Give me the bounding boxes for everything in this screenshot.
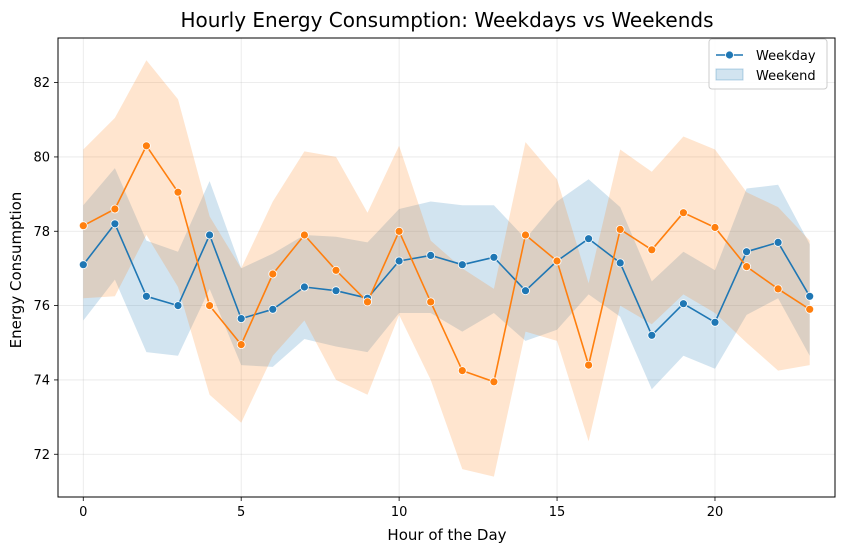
y-tick-label-72: 72: [33, 448, 50, 463]
x-tick-label-20: 20: [707, 505, 724, 520]
weekday-point-16: [584, 234, 593, 244]
weekend-point-11: [426, 297, 436, 307]
weekday-point-17: [615, 258, 625, 268]
series-points: [78, 141, 815, 387]
legend-weekday-marker: [725, 50, 734, 60]
weekday-point-21: [742, 247, 751, 257]
weekend-point-15: [552, 256, 562, 266]
weekend-point-22: [773, 284, 783, 294]
weekend-point-19: [679, 208, 688, 218]
weekend-point-18: [647, 245, 657, 255]
weekend-point-3: [173, 187, 183, 197]
weekday-point-0: [78, 260, 88, 270]
weekend-point-16: [584, 360, 593, 370]
y-axis-label: Energy Consumption: [7, 192, 25, 349]
y-tick-label-76: 76: [33, 299, 50, 314]
weekend-point-1: [110, 204, 120, 214]
plot-frame: [57, 37, 836, 498]
y-tick-label-82: 82: [33, 76, 50, 91]
weekday-point-4: [205, 230, 215, 240]
weekday-point-11: [426, 250, 436, 260]
grid: [58, 38, 835, 497]
chart-title: Hourly Energy Consumption: Weekdays vs W…: [180, 8, 713, 32]
weekend-point-8: [331, 265, 341, 275]
x-tick-label-0: 0: [79, 505, 87, 520]
legend-weekend-label: Weekend: [756, 69, 816, 84]
weekend-point-13: [489, 377, 499, 387]
legend-weekend-swatch: [715, 68, 744, 81]
weekday-point-7: [299, 282, 309, 292]
weekday-point-2: [141, 291, 151, 301]
weekday-line: [82, 223, 811, 337]
legend-box: [708, 38, 828, 90]
y-tick-label-80: 80: [33, 150, 50, 165]
y-tick-label-78: 78: [33, 225, 50, 240]
weekday-point-1: [110, 219, 120, 229]
weekday-point-22: [773, 237, 783, 247]
weekend-point-20: [710, 223, 720, 232]
weekday-confidence-band: [83, 168, 810, 390]
weekday-point-8: [331, 286, 341, 296]
weekend-point-5: [236, 340, 246, 350]
weekend-point-2: [141, 141, 151, 151]
weekend-point-17: [615, 224, 625, 234]
weekend-point-12: [457, 366, 467, 376]
series-lines: [82, 145, 811, 383]
weekend-point-7: [299, 230, 309, 240]
weekend-point-23: [805, 304, 815, 314]
weekday-point-19: [679, 299, 688, 309]
weekend-confidence-band: [83, 60, 810, 477]
weekend-point-9: [363, 297, 372, 307]
y-tick-label-74: 74: [33, 373, 50, 388]
weekday-point-5: [236, 314, 246, 324]
axis-ticks: 0 5 10 15 20 72 74 76 78 80 82: [33, 76, 723, 520]
confidence-bands: [83, 60, 810, 477]
weekend-point-4: [205, 301, 215, 311]
weekday-point-14: [521, 286, 530, 296]
weekday-point-13: [489, 252, 499, 262]
weekday-point-6: [268, 304, 278, 314]
x-tick-label-5: 5: [237, 505, 245, 520]
weekend-point-10: [394, 226, 404, 236]
x-tick-label-15: 15: [549, 505, 566, 520]
weekday-point-20: [710, 317, 720, 327]
weekday-point-10: [394, 256, 404, 266]
weekend-point-14: [521, 230, 530, 240]
weekend-point-21: [742, 262, 751, 272]
weekday-point-23: [805, 291, 815, 301]
weekend-point-6: [268, 269, 278, 279]
x-tick-label-10: 10: [391, 505, 408, 520]
weekday-point-3: [173, 301, 183, 311]
weekday-point-18: [647, 330, 657, 340]
x-axis-label: Hour of the Day: [387, 526, 506, 544]
weekday-point-12: [457, 260, 467, 270]
weekend-point-0: [78, 221, 88, 231]
legend: Weekday Weekend: [708, 38, 828, 90]
weekend-line: [82, 145, 811, 383]
legend-weekday-label: Weekday: [756, 49, 816, 64]
